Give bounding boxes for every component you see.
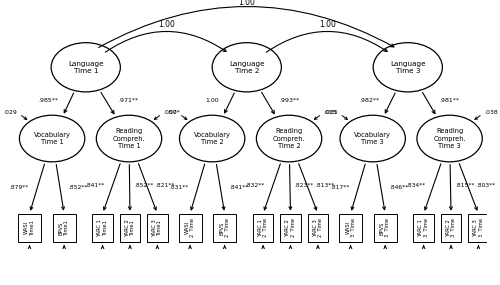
Text: BPVS
2  Time: BPVS 2 Time: [220, 218, 230, 237]
Text: .817**: .817**: [330, 185, 349, 190]
Text: .803**: .803**: [476, 183, 495, 188]
Text: .821**: .821**: [155, 183, 174, 188]
Bar: [52, 214, 76, 242]
Bar: [441, 214, 461, 242]
Text: Reading
Compreh.
Time 1: Reading Compreh. Time 1: [112, 128, 146, 149]
Text: .823**: .823**: [295, 183, 314, 188]
Text: 1.00: 1.00: [238, 0, 255, 7]
Text: .834**: .834**: [406, 183, 425, 188]
Text: .057*: .057*: [164, 110, 180, 115]
Bar: [213, 214, 236, 242]
Text: .982**: .982**: [359, 98, 380, 103]
Text: Language
Time 2: Language Time 2: [229, 60, 264, 74]
Text: .831**: .831**: [170, 185, 189, 190]
Text: .841**: .841**: [229, 185, 248, 190]
Text: YARC 1
3  Time: YARC 1 3 Time: [418, 218, 429, 237]
Bar: [468, 214, 488, 242]
Text: .852**: .852**: [68, 185, 88, 190]
Text: Reading
Compreh.
Time 3: Reading Compreh. Time 3: [434, 128, 466, 149]
Text: YARC 3
Time1: YARC 3 Time1: [152, 219, 162, 237]
Text: Language
Time 1: Language Time 1: [68, 60, 104, 74]
Text: Language
Time 3: Language Time 3: [390, 60, 426, 74]
Text: .029: .029: [4, 110, 18, 115]
Text: .985**: .985**: [38, 98, 58, 103]
Text: .015: .015: [324, 110, 338, 115]
Text: 1.00: 1.00: [205, 98, 218, 103]
Text: 1.00: 1.00: [158, 20, 174, 29]
Text: BPVS
3  Time: BPVS 3 Time: [380, 218, 390, 237]
Text: .815**: .815**: [456, 183, 474, 188]
Bar: [280, 214, 300, 242]
Text: BPVS
Time1: BPVS Time1: [59, 220, 70, 236]
Bar: [374, 214, 396, 242]
Text: YARC 3
3  Time: YARC 3 3 Time: [473, 218, 484, 237]
Text: Vocabulary
Time 2: Vocabulary Time 2: [194, 132, 230, 145]
Text: YARC 2
3  Time: YARC 2 3 Time: [446, 218, 456, 237]
Bar: [147, 214, 168, 242]
Bar: [120, 214, 140, 242]
Text: Vocabulary
Time 1: Vocabulary Time 1: [34, 132, 70, 145]
Text: YARC 1
2  Time: YARC 1 2 Time: [258, 218, 268, 237]
Bar: [92, 214, 112, 242]
Text: YARC 2
2  Time: YARC 2 2 Time: [286, 218, 296, 237]
Text: YARC 1
Time1: YARC 1 Time1: [98, 219, 108, 237]
Text: .832**: .832**: [245, 183, 264, 188]
Text: YARC 2
Time1: YARC 2 Time1: [125, 219, 135, 237]
Text: .846**: .846**: [390, 185, 408, 190]
Bar: [414, 214, 434, 242]
Text: Reading
Compreh.
Time 2: Reading Compreh. Time 2: [273, 128, 306, 149]
Text: WASI
3  Time: WASI 3 Time: [346, 218, 356, 237]
Text: WASI
Time1: WASI Time1: [24, 220, 34, 236]
Bar: [18, 214, 41, 242]
Bar: [308, 214, 328, 242]
Text: .981**: .981**: [440, 98, 460, 103]
Text: .879**: .879**: [10, 185, 29, 190]
Text: .971**: .971**: [118, 98, 139, 103]
Text: .852**: .852**: [134, 183, 154, 188]
Text: Vocabulary
Time 3: Vocabulary Time 3: [354, 132, 391, 145]
Text: .038: .038: [484, 110, 498, 115]
Text: .841**: .841**: [85, 183, 104, 188]
Text: .993**: .993**: [279, 98, 299, 103]
Bar: [339, 214, 362, 242]
Text: YARC 3
2  Time: YARC 3 2 Time: [312, 218, 323, 237]
Text: .035: .035: [324, 110, 338, 115]
Bar: [253, 214, 274, 242]
Text: WASI
2  Time: WASI 2 Time: [185, 218, 196, 237]
Bar: [178, 214, 202, 242]
Text: 1.00: 1.00: [319, 20, 336, 29]
Text: .00: .00: [168, 110, 177, 115]
Text: .813**: .813**: [316, 183, 334, 188]
